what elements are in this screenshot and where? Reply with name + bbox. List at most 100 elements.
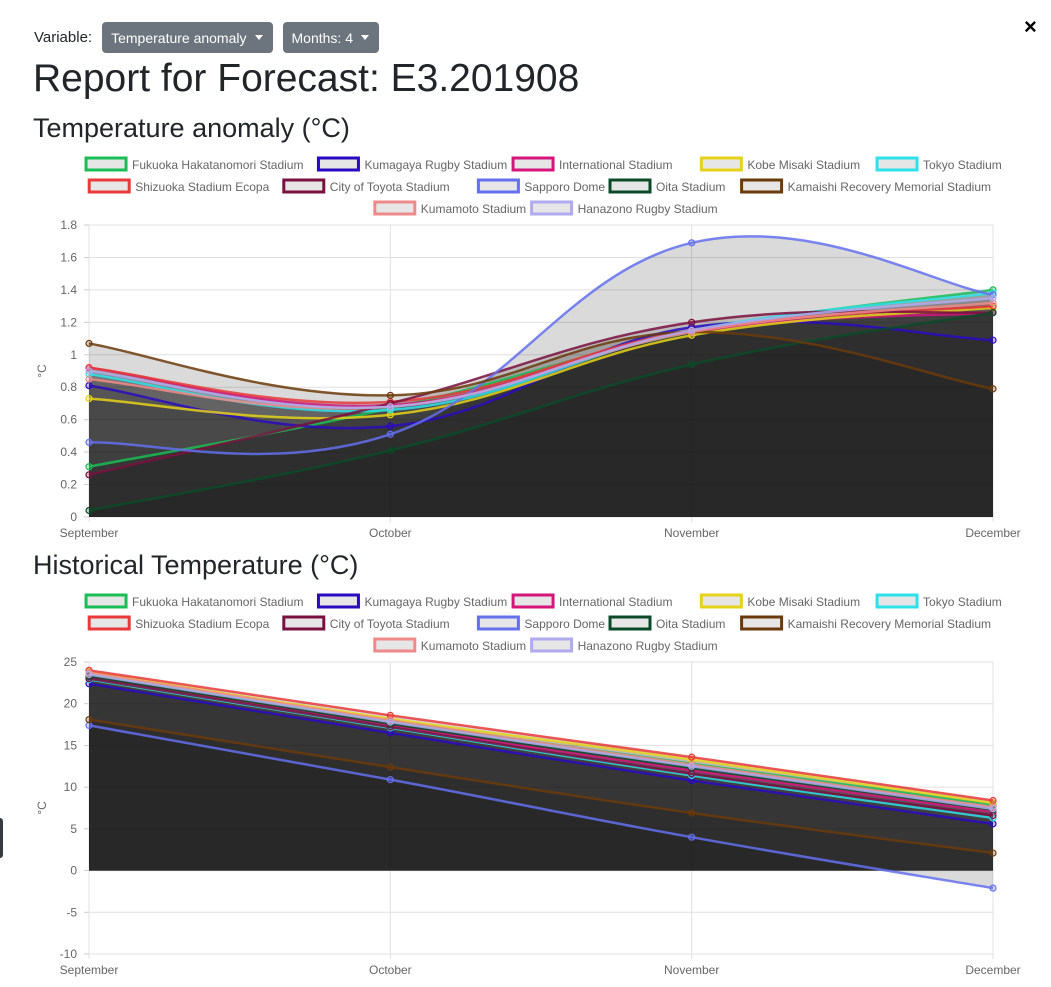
series xyxy=(85,721,997,892)
series-line xyxy=(88,674,994,811)
legend-label: Tokyo Stadium xyxy=(923,158,1002,172)
legend-label: Oita Stadium xyxy=(656,180,725,194)
data-point xyxy=(688,762,696,770)
caret-down-icon xyxy=(254,35,263,40)
legend-label: Fukuoka Hakatanomori Stadium xyxy=(132,595,303,609)
data-point xyxy=(386,422,394,430)
x-tick-label: December xyxy=(965,526,1020,540)
x-tick-label: November xyxy=(664,526,719,540)
y-tick-label: 10 xyxy=(64,780,78,794)
data-point xyxy=(386,763,394,771)
legend-swatch xyxy=(373,200,417,216)
data-point xyxy=(386,776,394,784)
series xyxy=(85,235,997,456)
legend-label: Hanazono Rugby Stadium xyxy=(578,202,718,216)
y-tick-label: 1.2 xyxy=(60,315,77,329)
legend-label: Oita Stadium xyxy=(656,617,725,631)
months-dropdown[interactable]: Months: 4 xyxy=(282,22,379,53)
legend-label: Kumagaya Rugby Stadium xyxy=(364,595,507,609)
legend-swatch xyxy=(316,593,360,609)
series-area xyxy=(89,719,993,871)
anomaly-chart: Fukuoka Hakatanomori Stadium Kumagaya Rug… xyxy=(35,156,1021,540)
data-point xyxy=(688,360,696,369)
data-point xyxy=(989,820,997,828)
data-point xyxy=(85,471,93,479)
legend-swatch xyxy=(740,178,784,194)
legend-label: Shizuoka Stadium Ecopa xyxy=(135,617,269,631)
data-point xyxy=(386,446,394,455)
legend-label: Fukuoka Hakatanomori Stadium xyxy=(132,158,303,172)
series-area xyxy=(89,307,993,517)
legend-swatch xyxy=(282,178,326,194)
series xyxy=(85,309,997,515)
series-line xyxy=(88,311,994,512)
series-line xyxy=(88,235,994,456)
x-tick-label: September xyxy=(60,963,119,977)
y-tick-label: 1.4 xyxy=(60,283,77,297)
close-icon[interactable]: × xyxy=(1024,14,1037,39)
caret-down-icon xyxy=(360,35,369,40)
y-tick-label: 1 xyxy=(70,348,77,362)
y-tick-label: 25 xyxy=(64,655,78,669)
y-tick-label: 0 xyxy=(70,864,77,878)
data-point xyxy=(688,776,696,785)
data-point xyxy=(85,438,93,446)
legend-swatch xyxy=(530,637,574,653)
series-line xyxy=(88,673,994,811)
legend-swatch xyxy=(608,615,652,631)
data-point xyxy=(85,721,93,730)
legend-label: Kamaishi Recovery Memorial Stadium xyxy=(788,617,991,631)
series-area xyxy=(89,289,993,517)
y-tick-label: 15 xyxy=(64,738,78,752)
legend-swatch xyxy=(84,593,128,609)
data-point xyxy=(688,753,696,761)
series-line xyxy=(88,677,994,817)
legend-label: Kumamoto Stadium xyxy=(421,639,526,653)
data-point xyxy=(386,718,394,726)
series-line xyxy=(88,330,994,397)
legend-label: Kumagaya Rugby Stadium xyxy=(364,158,507,172)
data-point xyxy=(989,336,997,344)
variable-dropdown[interactable]: Temperature anomaly xyxy=(102,22,273,53)
legend-swatch xyxy=(699,156,743,172)
legend-swatch xyxy=(316,156,360,172)
side-panel-tab[interactable] xyxy=(0,818,3,858)
series-line xyxy=(88,724,994,890)
legend-label: City of Toyota Stadium xyxy=(330,617,450,631)
y-tick-label: 0.2 xyxy=(60,478,77,492)
series-area xyxy=(89,312,993,517)
legend: Fukuoka Hakatanomori Stadium Kumagaya Rug… xyxy=(84,156,1002,216)
x-tick-label: October xyxy=(369,963,412,977)
legend-swatch xyxy=(608,178,652,194)
data-point xyxy=(989,811,997,820)
series xyxy=(85,715,997,857)
data-point xyxy=(989,849,997,857)
y-tick-label: 0 xyxy=(70,510,77,524)
data-point xyxy=(989,796,997,805)
toolbar: Variable: Temperature anomaly Months: 4 xyxy=(34,22,379,53)
y-tick-label: 0.6 xyxy=(60,413,77,427)
legend-swatch xyxy=(373,637,417,653)
series-line xyxy=(88,296,994,410)
legend-swatch xyxy=(699,593,743,609)
data-point xyxy=(386,403,394,411)
data-point xyxy=(386,391,394,399)
y-tick-label: -10 xyxy=(60,947,78,961)
data-point xyxy=(989,299,997,307)
legend-swatch xyxy=(875,156,919,172)
legend-label: Sapporo Dome xyxy=(524,180,605,194)
series-area xyxy=(89,674,993,871)
series-line xyxy=(88,671,994,809)
series-line xyxy=(88,675,994,814)
legend-swatch xyxy=(476,178,520,194)
data-point xyxy=(85,394,93,403)
legend-swatch xyxy=(476,615,520,631)
data-point xyxy=(386,411,394,419)
anomaly-section-title: Temperature anomaly (°C) xyxy=(33,113,350,143)
legend-swatch xyxy=(511,593,555,609)
x-tick-label: September xyxy=(60,526,119,540)
series-area xyxy=(89,302,993,517)
legend-label: Tokyo Stadium xyxy=(923,595,1002,609)
legend-swatch xyxy=(84,156,128,172)
data-point xyxy=(386,711,394,719)
